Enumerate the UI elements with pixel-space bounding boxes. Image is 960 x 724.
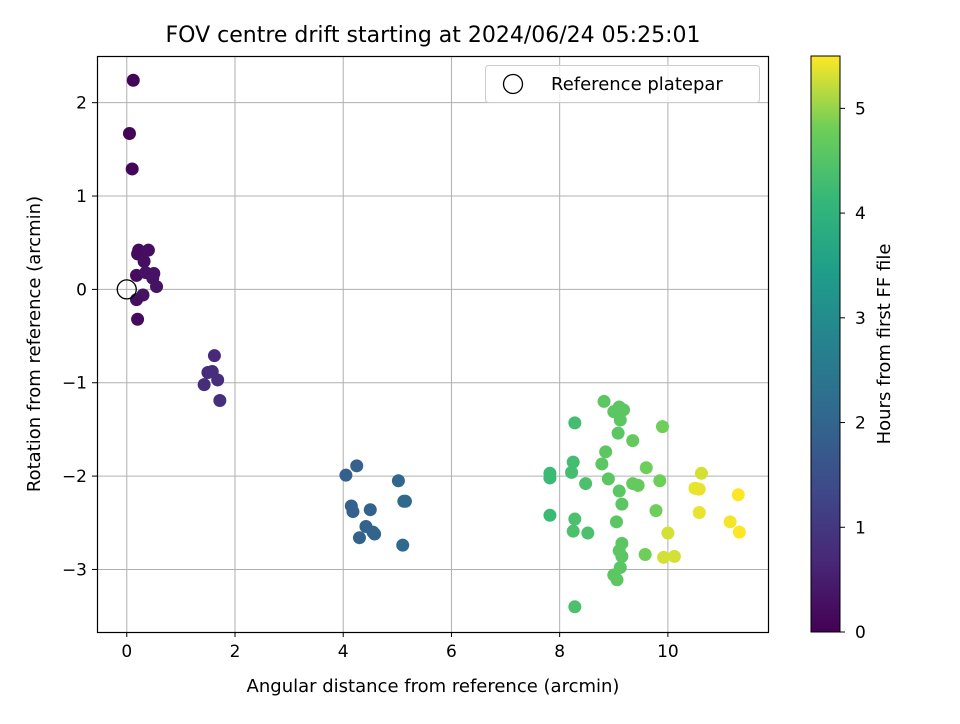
scatter-point xyxy=(694,466,708,480)
colorbar-tick-label: 1 xyxy=(855,518,866,538)
scatter-point xyxy=(141,243,155,257)
colorbar-tick-label: 0 xyxy=(855,623,866,643)
scatter-point xyxy=(397,494,411,508)
scatter-point xyxy=(368,527,382,541)
scatter-point xyxy=(667,549,681,563)
scatter-point xyxy=(125,162,139,176)
grid-lines xyxy=(97,56,768,632)
colorbar-tick-label: 2 xyxy=(855,414,866,434)
legend: Reference platepar xyxy=(485,65,760,103)
scatter-point xyxy=(655,420,669,434)
scatter-point xyxy=(543,508,557,522)
x-tick-label: 4 xyxy=(338,642,349,662)
y-tick-label: −3 xyxy=(62,560,87,580)
colorbar-tick-label: 3 xyxy=(855,309,866,329)
scatter-point xyxy=(732,525,746,539)
scatter-point xyxy=(631,478,645,492)
scatter-point xyxy=(543,471,557,485)
scatter-point xyxy=(649,504,663,518)
colorbar-label: Hours from first FF file xyxy=(874,244,895,445)
scatter-point xyxy=(197,378,211,392)
scatter-point xyxy=(613,413,627,427)
scatter-point xyxy=(396,538,410,552)
y-tick-label: 2 xyxy=(76,94,87,114)
scatter-point xyxy=(692,506,706,520)
plot-frame xyxy=(96,55,770,634)
scatter-point xyxy=(615,497,629,511)
scatter-point xyxy=(568,512,582,526)
scatter-point xyxy=(211,373,225,387)
scatter-point xyxy=(346,505,360,519)
chart-title: FOV centre drift starting at 2024/06/24 … xyxy=(166,23,701,48)
scatter-point xyxy=(363,503,377,517)
scatter-point xyxy=(131,312,145,326)
scatter-point xyxy=(391,474,405,488)
x-tick-label: 2 xyxy=(230,642,241,662)
scatter-point xyxy=(130,293,144,307)
scatter-point xyxy=(568,600,582,614)
scatter-point xyxy=(566,455,580,469)
x-tick-label: 6 xyxy=(446,642,457,662)
scatter-point xyxy=(350,459,364,473)
colorbar-ticks: 0 1 2 3 4 5 xyxy=(840,99,866,643)
scatter-point xyxy=(565,465,579,479)
scatter-point xyxy=(126,73,140,87)
scatter-point xyxy=(638,548,652,562)
scatter-point xyxy=(213,393,227,407)
x-tick-label: 10 xyxy=(657,642,679,662)
scatter-point xyxy=(581,526,595,540)
x-tick-label: 0 xyxy=(121,642,132,662)
scatter-point xyxy=(207,349,221,363)
scatter-point xyxy=(122,126,136,140)
scatter-point xyxy=(723,515,737,529)
legend-marker xyxy=(502,73,524,95)
y-tick-label: −2 xyxy=(62,467,87,487)
scatter-point xyxy=(612,484,626,498)
scatter-point xyxy=(595,457,609,471)
x-axis-label: Angular distance from reference (arcmin) xyxy=(247,676,620,697)
scatter-point xyxy=(566,524,580,538)
scatter-point xyxy=(609,515,623,529)
scatter-point xyxy=(339,468,353,482)
scatter-point xyxy=(610,573,624,587)
scatter-point xyxy=(352,531,366,545)
y-tick-label: 1 xyxy=(76,187,87,207)
scatter-point xyxy=(639,461,653,475)
scatter-point xyxy=(661,526,675,540)
data-points xyxy=(116,73,746,614)
scatter-point xyxy=(137,254,151,268)
y-axis-label: Rotation from reference (arcmin) xyxy=(24,196,45,492)
scatter-point xyxy=(601,472,615,486)
scatter-point xyxy=(692,482,706,496)
reference-platepar-marker xyxy=(116,279,137,300)
colorbar-tick-label: 4 xyxy=(855,204,866,224)
scatter-point xyxy=(653,474,667,488)
scatter-point xyxy=(597,394,611,408)
scatter-point xyxy=(579,477,593,491)
colorbar-gradient xyxy=(810,55,841,633)
colorbar-tick-label: 5 xyxy=(855,99,866,119)
scatter-point xyxy=(626,434,640,448)
scatter-point xyxy=(568,416,582,430)
y-tick-label: 0 xyxy=(76,280,87,300)
scatter-point xyxy=(599,445,613,459)
scatter-point xyxy=(731,488,745,502)
legend-entry-label: Reference platepar xyxy=(551,74,723,95)
scatter-point xyxy=(611,426,625,440)
scatter-point xyxy=(150,280,164,294)
x-tick-label: 8 xyxy=(554,642,565,662)
scatter-point xyxy=(657,550,671,564)
y-tick-label: −1 xyxy=(62,374,87,394)
colorbar: 0 1 2 3 4 5 Hours from first FF file xyxy=(810,55,895,643)
axis-ticks: 0 2 4 6 8 10 −3 −2 −1 0 1 2 xyxy=(62,94,679,662)
legend-box xyxy=(485,65,760,103)
scatter-point xyxy=(617,403,631,417)
scatter-point xyxy=(615,549,629,563)
